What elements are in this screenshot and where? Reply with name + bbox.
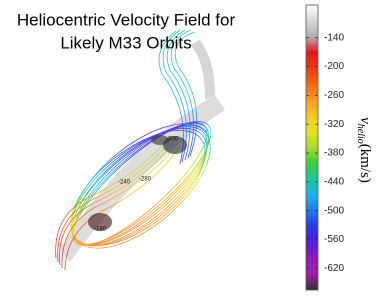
label-subscript: helio [355,124,366,144]
orbit-render [55,29,225,271]
tick-label: -380 [324,148,344,159]
annotation: -180 [94,227,107,233]
annotation: -300 [166,137,179,143]
tick-label: -140 [324,32,344,43]
label-unit: (km/s) [357,144,373,183]
label-symbol: v [357,117,373,124]
tick-label: -200 [324,61,344,72]
annotation: -280 [139,177,152,183]
tick-label: -260 [324,90,344,101]
tick-label: -560 [324,234,344,245]
chart-title: Heliocentric Velocity Field for [17,10,236,29]
chart-title: Likely M33 Orbits [60,33,191,52]
tick-label: -320 [324,119,344,130]
tick-label: -500 [324,205,344,216]
annotation: -240 [118,180,131,186]
colorbar [305,4,319,291]
tick-label: -620 [324,263,344,274]
tick-label: -440 [324,177,344,188]
colorbar-label: vhelio(km/s) [355,117,373,183]
